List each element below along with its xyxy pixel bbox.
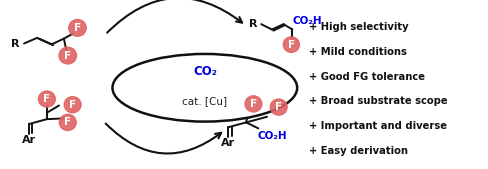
Ellipse shape (59, 47, 77, 64)
Text: + Important and diverse: + Important and diverse (309, 122, 447, 131)
Text: Ar: Ar (221, 138, 235, 148)
Text: CO₂: CO₂ (193, 65, 217, 78)
Ellipse shape (69, 19, 86, 36)
Text: + Mild conditions: + Mild conditions (309, 46, 407, 57)
Text: CO₂H: CO₂H (257, 131, 287, 141)
Text: + High selectivity: + High selectivity (309, 22, 409, 32)
Ellipse shape (283, 37, 300, 52)
Text: R: R (248, 19, 257, 29)
Text: + Good FG tolerance: + Good FG tolerance (309, 71, 426, 81)
Text: + Broad substrate scope: + Broad substrate scope (309, 96, 448, 106)
Text: F: F (64, 117, 71, 127)
Ellipse shape (270, 99, 287, 115)
Text: F: F (250, 99, 257, 109)
Ellipse shape (64, 97, 81, 113)
Ellipse shape (112, 54, 297, 122)
Text: Ar: Ar (22, 135, 36, 145)
Ellipse shape (39, 91, 55, 107)
Text: CO₂H: CO₂H (292, 16, 322, 26)
Ellipse shape (60, 114, 76, 130)
Text: cat. [Cu]: cat. [Cu] (182, 96, 227, 106)
Text: F: F (64, 51, 71, 61)
Text: F: F (69, 100, 76, 110)
Text: F: F (74, 23, 81, 33)
Text: F: F (275, 102, 282, 112)
Text: + Easy derivation: + Easy derivation (309, 146, 408, 156)
Text: F: F (43, 94, 50, 104)
Text: R: R (11, 39, 20, 49)
Ellipse shape (245, 96, 262, 112)
Text: F: F (288, 40, 295, 50)
